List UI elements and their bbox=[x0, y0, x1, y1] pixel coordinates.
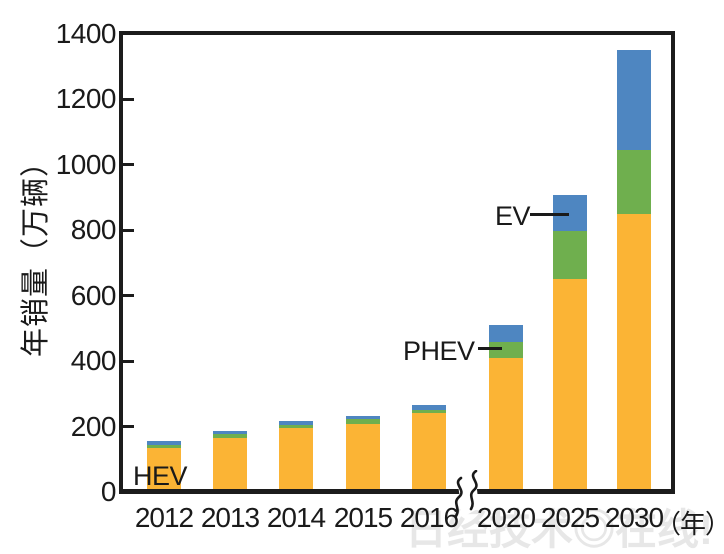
x-axis-label-2025: 2025 bbox=[540, 502, 600, 533]
bar-segment-phev-2012 bbox=[147, 444, 181, 448]
axis-break-icon bbox=[454, 470, 479, 518]
x-axis-label-2013: 2013 bbox=[200, 502, 260, 533]
x-axis-label-2030: 2030 bbox=[604, 502, 664, 533]
bar-segment-ev-2016 bbox=[412, 404, 446, 411]
bar-segment-ev-2013 bbox=[213, 431, 247, 435]
bar-segment-phev-2014 bbox=[279, 424, 313, 429]
x-axis-label-2015: 2015 bbox=[333, 502, 393, 533]
bar-segment-hev-2020 bbox=[489, 357, 523, 492]
y-axis-tick bbox=[123, 97, 134, 101]
bar-segment-hev-2016 bbox=[412, 413, 446, 492]
y-axis-tick bbox=[123, 294, 134, 298]
bar-segment-hev-2012 bbox=[147, 447, 181, 492]
bar-segment-hev-2013 bbox=[213, 438, 247, 492]
bar-segment-phev-2015 bbox=[346, 419, 380, 425]
x-axis-label-2012: 2012 bbox=[134, 502, 194, 533]
y-axis-tick-label: 800 bbox=[70, 214, 117, 246]
bar-segment-hev-2025 bbox=[553, 279, 587, 492]
bar-segment-phev-2020 bbox=[489, 341, 523, 358]
bar-segment-ev-2015 bbox=[346, 416, 380, 420]
y-axis-tick bbox=[123, 163, 134, 167]
bar-segment-ev-2014 bbox=[279, 421, 313, 425]
bar-segment-phev-2013 bbox=[213, 434, 247, 439]
y-axis-tick-label: 1400 bbox=[55, 18, 117, 49]
bar-segment-hev-2015 bbox=[346, 424, 380, 492]
bar-segment-ev-2012 bbox=[147, 441, 181, 445]
y-axis-tick-label: 1200 bbox=[55, 83, 117, 115]
y-axis-tick bbox=[123, 228, 134, 232]
annotation-phev: PHEV bbox=[403, 336, 475, 366]
x-axis-label-2014: 2014 bbox=[266, 502, 326, 533]
annotation-ev-leader-line bbox=[530, 213, 569, 216]
y-axis-tick-label: 400 bbox=[70, 345, 117, 377]
y-axis-tick-label: 600 bbox=[70, 279, 117, 311]
bar-segment-hev-2030 bbox=[617, 213, 651, 492]
x-axis-unit-label: （年） bbox=[655, 509, 724, 539]
bar-segment-ev-2030 bbox=[617, 49, 651, 151]
y-axis-tick-label: 0 bbox=[100, 476, 117, 507]
y-axis-tick bbox=[123, 359, 134, 363]
x-axis-label-2016: 2016 bbox=[399, 502, 459, 533]
bar-segment-phev-2025 bbox=[553, 231, 587, 280]
bar-segment-ev-2020 bbox=[489, 324, 523, 342]
y-axis-tick-label: 200 bbox=[70, 410, 117, 442]
annotation-phev-leader-line bbox=[478, 347, 502, 350]
annotation-hev: HEV bbox=[133, 461, 188, 491]
annotation-ev: EV bbox=[495, 201, 531, 231]
y-axis-tick bbox=[123, 425, 134, 429]
x-axis-label-2020: 2020 bbox=[476, 502, 536, 533]
bar-segment-hev-2014 bbox=[279, 428, 313, 492]
plot-area bbox=[119, 31, 675, 494]
bar-segment-phev-2016 bbox=[412, 410, 446, 414]
bar-segment-phev-2030 bbox=[617, 150, 651, 214]
y-axis-tick-label: 1000 bbox=[55, 148, 117, 180]
